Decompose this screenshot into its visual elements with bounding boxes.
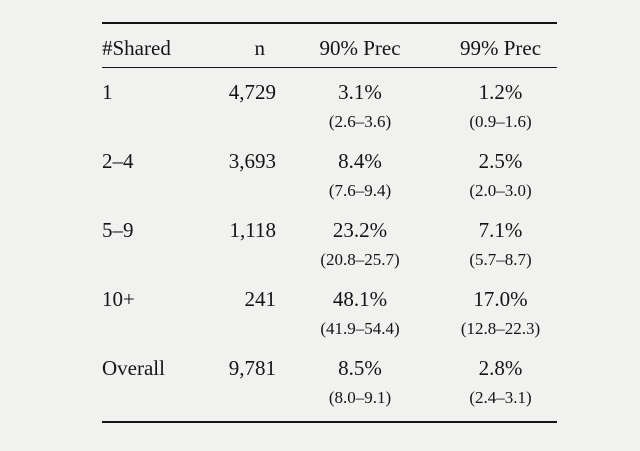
table-body: 1 4,729 3.1% (2.6–3.6) 1.2% (0.9–1.6) 2–4 … <box>102 68 557 423</box>
cell-prec90: 8.4% (7.6–9.4) <box>276 137 444 206</box>
cell-shared: Overall <box>102 344 208 422</box>
shared-value: Overall <box>102 356 165 380</box>
cell-prec90: 8.5% (8.0–9.1) <box>276 344 444 422</box>
prec90-value: 8.5% <box>338 356 382 380</box>
precision-table: #Shared n 90% Prec 99% Prec 1 4,729 3.1%… <box>102 22 557 423</box>
cell-prec99: 17.0% (12.8–22.3) <box>444 275 557 344</box>
prec99-ci: (0.9–1.6) <box>469 112 532 131</box>
cell-shared: 10+ <box>102 275 208 344</box>
prec90-ci: (2.6–3.6) <box>328 112 392 131</box>
precision-table-figure: #Shared n 90% Prec 99% Prec 1 4,729 3.1%… <box>102 22 557 423</box>
prec99-value: 1.2% <box>478 80 523 104</box>
table-row: 10+ 241 48.1% (41.9–54.4) 17.0% (12.8–22.3… <box>102 275 557 344</box>
table-row: 2–4 3,693 8.4% (7.6–9.4) 2.5% (2.0–3.0) <box>102 137 557 206</box>
cell-shared: 2–4 <box>102 137 208 206</box>
n-value: 241 <box>244 287 277 311</box>
table-row: 5–9 1,118 23.2% (20.8–25.7) 7.1% (5.7–8.7) <box>102 206 557 275</box>
cell-prec99: 7.1% (5.7–8.7) <box>444 206 557 275</box>
table-header: #Shared n 90% Prec 99% Prec <box>102 23 557 68</box>
n-value: 9,781 <box>228 356 276 380</box>
cell-n: 9,781 <box>208 344 276 422</box>
shared-value: 5–9 <box>102 218 134 242</box>
cell-prec90: 48.1% (41.9–54.4) <box>276 275 444 344</box>
shared-value: 10+ <box>102 287 135 311</box>
prec99-ci: (5.7–8.7) <box>469 250 532 269</box>
col-header-n: n <box>208 23 276 68</box>
col-header-prec90: 90% Prec <box>276 23 444 68</box>
prec90-value: 8.4% <box>338 149 382 173</box>
prec99-ci: (2.0–3.0) <box>469 181 532 200</box>
col-header-prec99: 99% Prec <box>444 23 557 68</box>
prec99-ci: (2.4–3.1) <box>469 388 532 407</box>
prec99-value: 17.0% <box>473 287 528 311</box>
prec99-value: 2.8% <box>478 356 523 380</box>
cell-prec90: 23.2% (20.8–25.7) <box>276 206 444 275</box>
prec99-ci: (12.8–22.3) <box>460 319 541 338</box>
n-value: 4,729 <box>228 80 276 104</box>
prec90-ci: (20.8–25.7) <box>320 250 400 269</box>
cell-n: 1,118 <box>208 206 276 275</box>
prec90-value: 48.1% <box>332 287 388 311</box>
cell-shared: 5–9 <box>102 206 208 275</box>
cell-n: 4,729 <box>208 68 276 138</box>
prec90-ci: (41.9–54.4) <box>320 319 400 338</box>
cell-prec90: 3.1% (2.6–3.6) <box>276 68 444 138</box>
shared-value: 2–4 <box>102 149 134 173</box>
n-value: 3,693 <box>228 149 276 173</box>
prec90-ci: (7.6–9.4) <box>328 181 392 200</box>
cell-prec99: 2.8% (2.4–3.1) <box>444 344 557 422</box>
table-row: Overall 9,781 8.5% (8.0–9.1) 2.8% (2.4–3.1… <box>102 344 557 422</box>
header-row: #Shared n 90% Prec 99% Prec <box>102 23 557 68</box>
table-row: 1 4,729 3.1% (2.6–3.6) 1.2% (0.9–1.6) <box>102 68 557 138</box>
cell-n: 241 <box>208 275 277 344</box>
cell-prec99: 1.2% (0.9–1.6) <box>444 68 557 138</box>
prec99-value: 2.5% <box>478 149 523 173</box>
prec90-ci: (8.0–9.1) <box>328 388 392 407</box>
cell-shared: 1 <box>102 68 208 138</box>
shared-value: 1 <box>102 80 113 104</box>
cell-n: 3,693 <box>208 137 276 206</box>
n-value: 1,118 <box>229 218 276 242</box>
prec99-value: 7.1% <box>478 218 523 242</box>
cell-prec99: 2.5% (2.0–3.0) <box>444 137 557 206</box>
prec90-value: 23.2% <box>332 218 388 242</box>
prec90-value: 3.1% <box>338 80 382 104</box>
col-header-shared: #Shared <box>102 23 208 68</box>
